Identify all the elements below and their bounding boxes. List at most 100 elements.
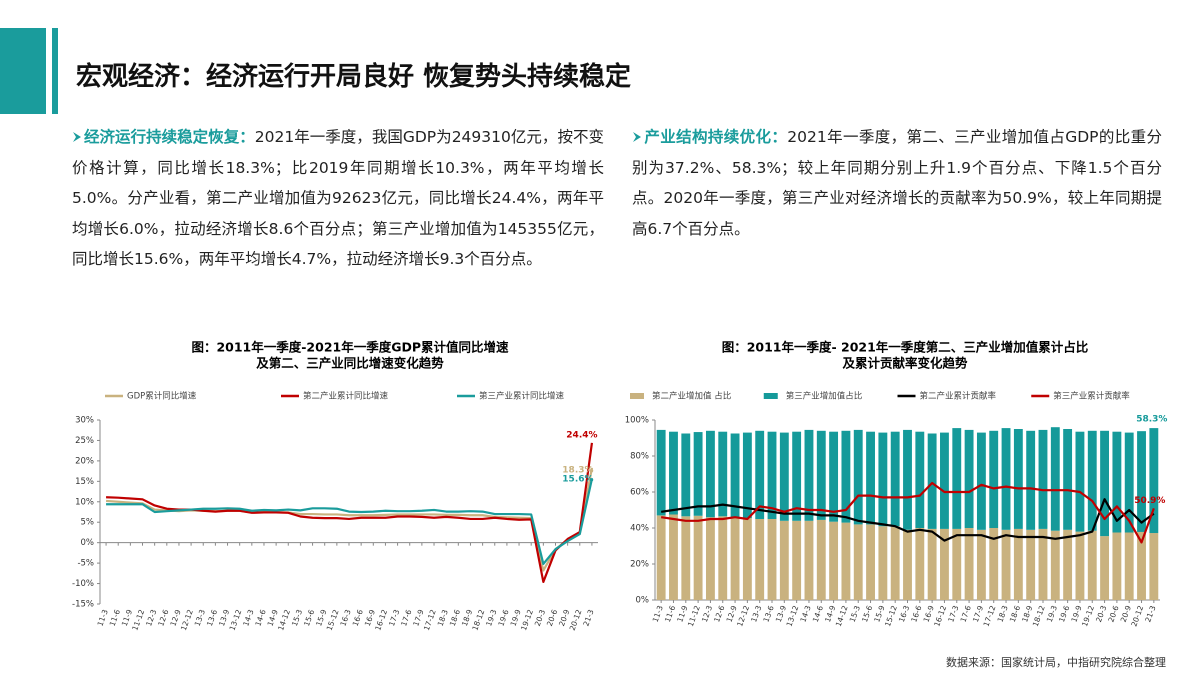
y-tick-label: 40% bbox=[630, 524, 649, 534]
bar bbox=[1087, 430, 1097, 531]
bar bbox=[804, 429, 814, 521]
bar bbox=[952, 528, 962, 600]
bar bbox=[804, 520, 814, 600]
bar bbox=[890, 526, 900, 600]
bar bbox=[1026, 529, 1036, 600]
bar bbox=[927, 433, 937, 529]
bar bbox=[1001, 428, 1011, 530]
y-tick-label: 10% bbox=[75, 497, 94, 507]
y-tick-label: -10% bbox=[72, 579, 94, 589]
bullet-arrow bbox=[73, 132, 81, 142]
y-tick-label: 100% bbox=[625, 416, 649, 426]
bar bbox=[952, 428, 962, 529]
paragraph-text: 2021年一季度，第二、三产业增加值占GDP的比重分别为37.2%、58.3%；… bbox=[632, 128, 1162, 238]
y-tick-label: -15% bbox=[72, 600, 94, 610]
bar bbox=[915, 431, 925, 528]
bar bbox=[1137, 531, 1146, 600]
bar bbox=[989, 528, 999, 600]
bar bbox=[829, 521, 839, 600]
paragraph-text: 2021年一季度，我国GDP为249310亿元，按不变价格计算，同比增长18.3… bbox=[72, 128, 604, 268]
bar bbox=[705, 517, 715, 600]
legend-label: 第二产业累计同比增速 bbox=[303, 391, 389, 402]
bar bbox=[866, 524, 875, 600]
bar bbox=[1050, 427, 1060, 531]
y-tick-label: 30% bbox=[75, 416, 94, 426]
bar bbox=[1124, 432, 1134, 533]
y-tick-label: 0% bbox=[81, 538, 95, 548]
legend-swatch bbox=[630, 393, 644, 399]
paragraph: 产业结构持续优化：2021年一季度，第二、三产业增加值占GDP的比重分别为37.… bbox=[632, 122, 1162, 244]
bar bbox=[1137, 431, 1146, 532]
bar bbox=[693, 515, 703, 600]
line-series bbox=[661, 498, 1155, 542]
paragraph-lead: 经济运行持续稳定恢复： bbox=[84, 128, 255, 146]
paragraph-lead: 产业结构持续优化： bbox=[644, 128, 788, 146]
chart-title: 图：2011年一季度- 2021年一季度第二、三产业增加值累计占比 bbox=[722, 340, 1089, 355]
bar bbox=[903, 429, 912, 530]
bar bbox=[1149, 533, 1159, 600]
bar bbox=[1112, 532, 1122, 600]
y-tick-label: 25% bbox=[75, 436, 94, 446]
bar bbox=[779, 432, 789, 521]
bar bbox=[927, 528, 937, 600]
bar bbox=[1001, 529, 1011, 600]
bar bbox=[1100, 536, 1110, 600]
bar bbox=[878, 432, 888, 527]
chart-title: 及第二、三产业同比增速变化趋势 bbox=[256, 356, 444, 371]
data-label: 15.6% bbox=[562, 474, 593, 484]
bar bbox=[1013, 528, 1023, 600]
bar bbox=[841, 430, 851, 523]
bar bbox=[767, 519, 777, 600]
bar bbox=[792, 431, 802, 521]
y-tick-label: 15% bbox=[75, 477, 94, 487]
bar bbox=[940, 528, 949, 600]
bar bbox=[816, 519, 826, 600]
legend-label: 第二产业增加值 占比 bbox=[652, 391, 731, 402]
bar bbox=[656, 429, 666, 516]
bar bbox=[755, 519, 765, 600]
bar bbox=[964, 429, 974, 528]
bullet-arrow bbox=[633, 132, 641, 142]
x-tick-label: 21-3 bbox=[1143, 604, 1157, 623]
bar bbox=[1026, 430, 1036, 530]
data-label: 50.9% bbox=[1134, 496, 1165, 506]
bar bbox=[742, 518, 752, 600]
data-label: 18.3% bbox=[562, 465, 593, 475]
bar bbox=[903, 529, 912, 600]
bar bbox=[1149, 428, 1159, 534]
bar bbox=[705, 430, 715, 518]
data-label: 58.3% bbox=[1136, 415, 1167, 425]
line-series bbox=[106, 478, 594, 566]
data-label: 24.4% bbox=[566, 430, 597, 440]
page-title: 宏观经济：经济运行开局良好 恢复势头持续稳定 bbox=[76, 62, 632, 92]
bar bbox=[866, 431, 875, 525]
bar bbox=[1100, 430, 1110, 537]
bar bbox=[940, 432, 949, 529]
bar bbox=[669, 514, 678, 600]
bar bbox=[1063, 429, 1073, 530]
bar bbox=[767, 431, 777, 519]
y-tick-label: 20% bbox=[630, 560, 649, 570]
source-note: 数据来源：国家统计局，中指研究院综合整理 bbox=[946, 656, 1166, 669]
bar bbox=[1013, 429, 1023, 529]
line-series bbox=[661, 481, 1155, 544]
bar bbox=[1112, 431, 1122, 533]
paragraph: 经济运行持续稳定恢复：2021年一季度，我国GDP为249310亿元，按不变价格… bbox=[72, 122, 604, 275]
bar bbox=[718, 431, 728, 517]
bar bbox=[1063, 529, 1073, 600]
bar bbox=[976, 529, 986, 600]
bar bbox=[693, 432, 703, 516]
accent-bar bbox=[52, 28, 58, 114]
bar bbox=[730, 433, 740, 519]
legend-label: 第二产业累计贡献率 bbox=[920, 391, 997, 402]
bar bbox=[1038, 528, 1048, 600]
y-tick-label: -5% bbox=[77, 559, 94, 569]
bar bbox=[1087, 530, 1097, 600]
bar bbox=[1050, 530, 1060, 600]
bar bbox=[816, 430, 826, 520]
bar bbox=[718, 516, 728, 600]
bar bbox=[989, 430, 999, 528]
bar bbox=[841, 522, 851, 600]
bar bbox=[915, 528, 925, 600]
